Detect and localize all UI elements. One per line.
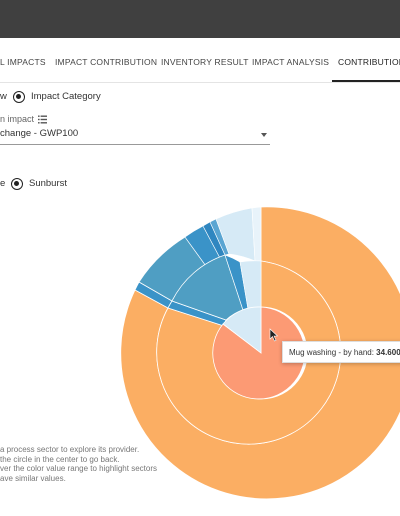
active-tab-indicator bbox=[332, 80, 400, 82]
sector-tooltip: Mug washing - by hand: 34.6000 bbox=[282, 341, 400, 363]
tab-impact-analysis[interactable]: IMPACT ANALYSIS bbox=[252, 57, 330, 67]
tooltip-value: 34.6000 bbox=[376, 348, 400, 357]
help-line: ave similar values. bbox=[0, 473, 66, 483]
chart-type-partial-label: e bbox=[0, 178, 6, 189]
tab-contribution-tree[interactable]: CONTRIBUTION T bbox=[338, 57, 400, 67]
tooltip-label: Mug washing - by hand: bbox=[289, 348, 374, 357]
tab-inventory-result[interactable]: INVENTORY RESULT bbox=[161, 57, 249, 67]
impact-field-label: n impact bbox=[0, 114, 35, 124]
sunburst-label: Sunburst bbox=[29, 178, 68, 189]
top-app-bar bbox=[0, 0, 400, 38]
tab-bar: L IMPACTS IMPACT CONTRIBUTION INVENTORY … bbox=[0, 38, 400, 83]
chart-help-text: a process sector to explore its provider… bbox=[0, 445, 157, 483]
inner-ring-sector-light-blue[interactable] bbox=[222, 306, 262, 354]
help-line: ver the color value range to highlight s… bbox=[0, 464, 157, 473]
cursor-icon bbox=[269, 328, 279, 342]
impact-category-label: Impact Category bbox=[31, 91, 101, 102]
tab-impact-contribution[interactable]: IMPACT CONTRIBUTION bbox=[55, 57, 158, 67]
inner-ring-sector-salmon[interactable] bbox=[212, 306, 306, 400]
caret-down-icon[interactable] bbox=[261, 133, 267, 137]
help-line: a process sector to explore its provider… bbox=[0, 445, 140, 454]
help-line: the circle in the center to go back. bbox=[0, 454, 120, 464]
impact-select[interactable]: change - GWP100 bbox=[0, 127, 270, 145]
impact-category-radio[interactable] bbox=[13, 91, 25, 103]
view-option-partial-label: w bbox=[0, 91, 7, 102]
sunburst-radio[interactable] bbox=[11, 178, 23, 190]
list-icon[interactable] bbox=[38, 115, 47, 124]
tab-impacts[interactable]: L IMPACTS bbox=[0, 57, 46, 67]
